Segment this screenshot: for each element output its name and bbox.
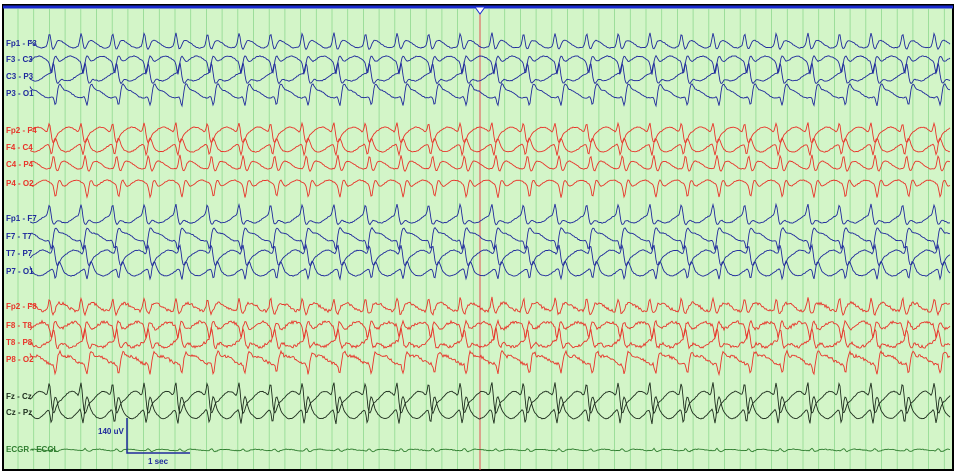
cursor-marker bbox=[474, 6, 486, 15]
eeg-trace bbox=[29, 202, 951, 226]
channel-label: P3 - O1 bbox=[6, 89, 34, 98]
eeg-trace bbox=[29, 326, 951, 350]
channel-label: F7 - T7 bbox=[6, 232, 32, 241]
eeg-trace bbox=[29, 318, 951, 341]
eeg-trace bbox=[29, 32, 951, 51]
channel-label: C4 - P4 bbox=[6, 160, 34, 169]
eeg-trace bbox=[30, 226, 951, 252]
time-scale: 1 sec bbox=[148, 457, 169, 466]
channel-label: C3 - P3 bbox=[6, 72, 34, 81]
channel-label: Cz - Pz bbox=[6, 408, 32, 417]
traces bbox=[29, 32, 951, 453]
eeg-trace bbox=[29, 296, 951, 317]
eeg-trace bbox=[29, 137, 951, 157]
eeg-trace bbox=[29, 121, 951, 144]
channel-label: Fp2 - F8 bbox=[6, 302, 37, 311]
eeg-trace bbox=[29, 60, 951, 85]
channel-label: P8 - O2 bbox=[6, 355, 34, 364]
eeg-trace bbox=[29, 154, 951, 173]
eeg-trace bbox=[29, 82, 951, 108]
channel-label: P4 - O2 bbox=[6, 179, 34, 188]
eeg-trace bbox=[29, 179, 951, 199]
channel-label: P7 - O1 bbox=[6, 267, 34, 276]
channel-label: T8 - P8 bbox=[6, 338, 33, 347]
eeg-trace bbox=[29, 447, 950, 453]
eeg-trace bbox=[29, 243, 951, 267]
channel-label: ECGR - ECGL bbox=[6, 445, 59, 454]
channel-label: F8 - T8 bbox=[6, 321, 32, 330]
eeg-trace bbox=[29, 54, 951, 76]
channel-label: Fp1 - F7 bbox=[6, 214, 37, 223]
channel-label: Fp1 - F3 bbox=[6, 39, 37, 48]
eeg-trace bbox=[29, 349, 951, 377]
channel-label: T7 - P7 bbox=[6, 249, 33, 258]
channel-label: F4 - C4 bbox=[6, 143, 33, 152]
scale-bar bbox=[126, 418, 190, 454]
channel-labels: Fp1 - F3 F3 - C3 C3 - P3 P3 - O1 Fp2 - F4 F4 … bbox=[6, 39, 59, 454]
eeg-trace bbox=[29, 260, 951, 281]
channel-label: Fp2 - F4 bbox=[6, 126, 37, 135]
eeg-trace bbox=[29, 395, 951, 425]
amplitude-scale: 140 uV bbox=[98, 427, 124, 436]
channel-label: F3 - C3 bbox=[6, 55, 33, 64]
eeg-panel bbox=[2, 4, 954, 471]
eeg-trace bbox=[29, 381, 951, 415]
channel-label: Fz - Cz bbox=[6, 392, 32, 401]
